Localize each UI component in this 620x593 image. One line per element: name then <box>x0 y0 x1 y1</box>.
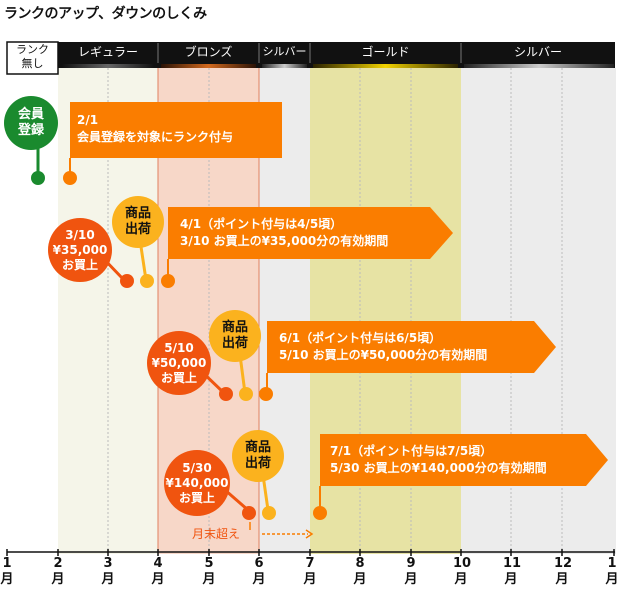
no-rank-label: ランク 無し <box>16 43 49 70</box>
month-label: 10 月 <box>453 556 472 587</box>
registration-text: 2/1 会員登録を対象にランク付与 <box>77 113 234 144</box>
rank-start-dot-4 <box>313 506 327 520</box>
rank-header-bar <box>7 42 615 68</box>
month-ticks <box>6 549 615 556</box>
ship-dot-2 <box>239 387 253 401</box>
registration-bubble: 会員 登録 <box>4 96 58 150</box>
registration-dot <box>31 171 45 185</box>
purchase-dot-2 <box>219 387 233 401</box>
rank-silver-label-1: シルバー <box>262 45 307 58</box>
purchase-bubble-2: 5/10 ¥50,000 お買上 <box>147 331 211 395</box>
month-end-note: 月末超え <box>192 527 241 541</box>
rank-start-dot-1 <box>63 171 77 185</box>
purchase-dot-1 <box>120 274 134 288</box>
arrow-text-2: 6/1（ポイント付与は6/5頃） 5/10 お買上の¥50,000分の有効期間 <box>279 331 488 362</box>
arrow-purchase-1 <box>168 207 453 259</box>
purchase-bubble-1: 3/10 ¥35,000 お買上 <box>48 218 112 282</box>
rank-regular-label: レギュラー <box>77 45 138 59</box>
rank-gold-label: ゴールド <box>361 45 410 59</box>
arrow-text-3: 7/1（ポイント付与は7/5頃） 5/30 お買上の¥140,000分の有効期間 <box>330 444 547 475</box>
purchase-bubble-3: 5/30 ¥140,000 お買上 <box>164 450 230 516</box>
ship-bubble-3: 商品 出荷 <box>232 430 284 482</box>
rank-bronze-label: ブロンズ <box>184 45 233 59</box>
ship-bubble-2: 商品 出荷 <box>209 310 261 362</box>
rank-start-dot-3 <box>259 387 273 401</box>
rank-start-dot-2 <box>161 274 175 288</box>
purchase-dot-3 <box>242 506 256 520</box>
arrow-registration <box>70 102 282 158</box>
ship-bubble-1: 商品 出荷 <box>112 196 164 248</box>
arrow-text-1: 4/1（ポイント付与は4/5頃） 3/10 お買上の¥35,000分の有効期間 <box>180 217 389 248</box>
month-label: 12 月 <box>554 556 573 587</box>
month-label: 11 月 <box>503 556 522 587</box>
no-rank-cell <box>6 41 59 75</box>
ship-dot-3 <box>262 506 276 520</box>
ship-dot-1 <box>140 274 154 288</box>
arrow-purchase-2 <box>267 321 556 373</box>
rank-silver-label-2: シルバー <box>513 45 562 59</box>
page-title: ランクのアップ、ダウンのしくみ <box>4 6 207 22</box>
arrow-purchase-3 <box>320 434 608 486</box>
